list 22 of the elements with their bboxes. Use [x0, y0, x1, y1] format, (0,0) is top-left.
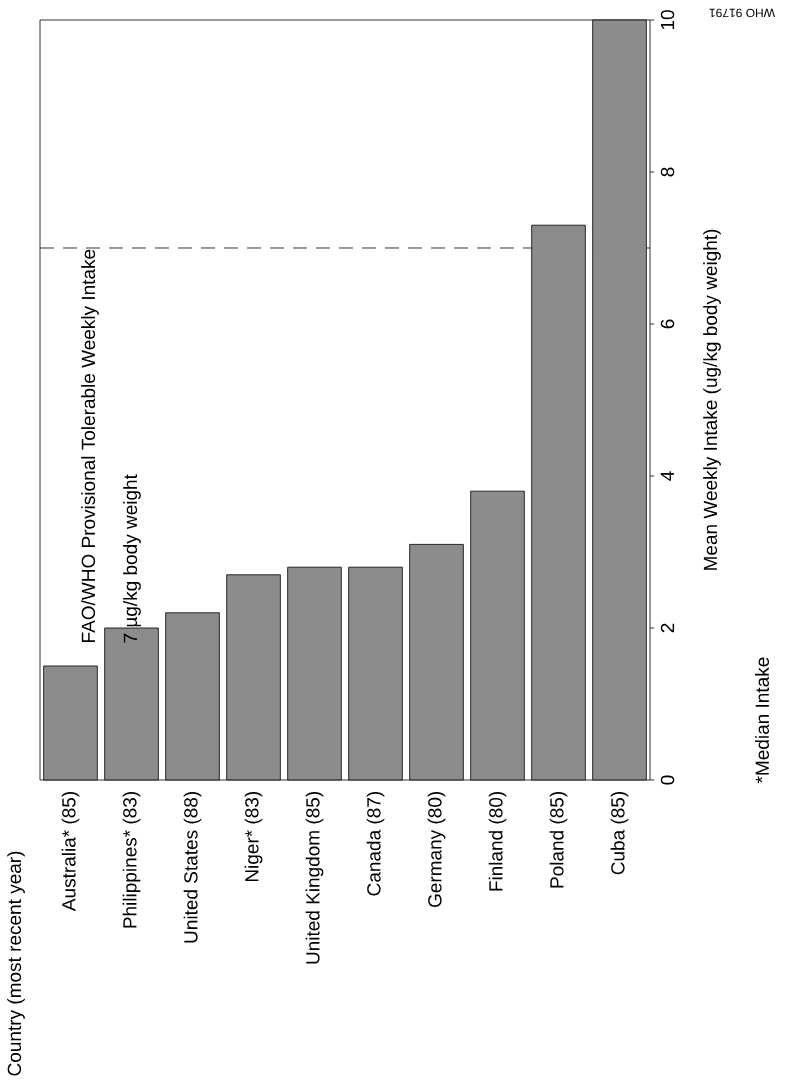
annotation: 7 µg/kg body weight: [123, 474, 141, 643]
y-axis-title: Mean Weekly Intake (ug/kg body weight): [703, 229, 721, 570]
y-tick-label: 8: [660, 167, 675, 177]
x-tick-label: United States (88): [183, 791, 202, 943]
text: WHO 91791: [709, 8, 775, 18]
y-tick-label: 0: [660, 775, 675, 785]
y-tick-label: 4: [660, 471, 674, 481]
ref-line-label: FAO/WHO Provisional Tolerable Weekly Intake: [81, 249, 99, 642]
x-tick-label: Germany (80): [427, 791, 446, 908]
x-tick-label: Cuba (85): [610, 791, 629, 875]
x-tick-label: United Kingdom (85): [305, 792, 324, 964]
y-tick-label: 10: [660, 10, 675, 30]
text: Country (most recent year): [7, 851, 25, 1076]
x-tick-label: Philippines* (83): [122, 792, 141, 928]
y-tick-label: 2: [660, 623, 675, 633]
y-tick-label: 6: [660, 319, 675, 329]
x-tick-label: Niger* (83): [244, 791, 263, 882]
text: *Median Intake: [755, 657, 769, 784]
x-tick-label: Canada (87): [366, 791, 385, 896]
x-tick-label: Finland (80): [488, 791, 507, 891]
x-tick-label: Australia* (85): [61, 791, 80, 912]
x-tick-label: Poland (85): [549, 791, 568, 888]
